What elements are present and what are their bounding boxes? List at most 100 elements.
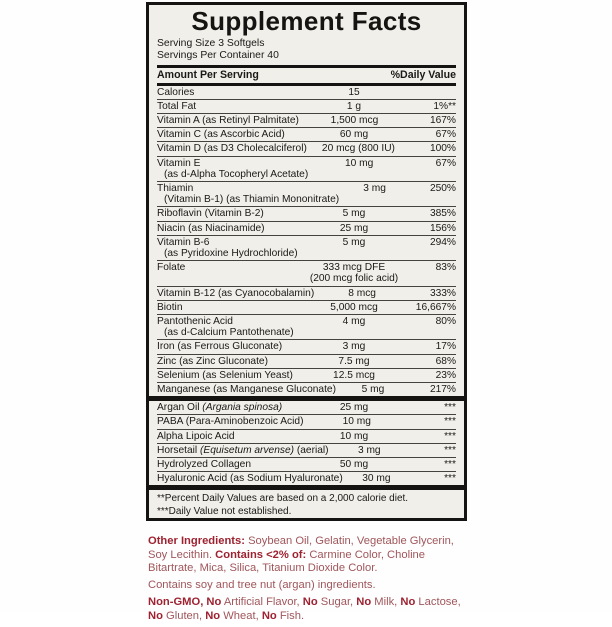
fact-name-text: Selenium (as Selenium Yeast) bbox=[157, 370, 293, 381]
fact-name-part: Vitamin A (as Retinyl Palmitate) bbox=[157, 115, 299, 126]
fact-name-line2: (as Pyridoxine Hydrochloride) bbox=[164, 248, 298, 260]
thick-divider-bar bbox=[149, 396, 464, 402]
fact-amount-text: 12.5 mcg bbox=[333, 369, 375, 381]
fact-daily-value: 67% bbox=[435, 157, 456, 169]
fact-amount: 10 mg bbox=[308, 158, 410, 169]
fact-name-part: Manganese (as Manganese Gluconate) bbox=[157, 384, 336, 396]
fact-name: Vitamin A (as Retinyl Palmitate) bbox=[157, 115, 299, 126]
fact-name-part: Folate bbox=[157, 262, 186, 274]
fact-name-text: Alpha Lipoic Acid bbox=[157, 431, 235, 442]
fact-name: Riboflavin (Vitamin B-2) bbox=[157, 208, 298, 219]
fact-name: Thiamin (Vitamin B-1) (as Thiamin Mononit… bbox=[157, 183, 339, 205]
fact-amount-text: 50 mg bbox=[339, 459, 369, 471]
ingredients-text: Sugar, bbox=[317, 596, 357, 609]
fact-row: Pantothenic Acid (as d-Calcium Pantothena… bbox=[157, 315, 456, 341]
fact-daily-value: 1%** bbox=[433, 100, 456, 112]
fact-amount: 50 mg bbox=[298, 459, 410, 470]
fact-amount-text: 1 g bbox=[346, 100, 362, 112]
fact-name-part: Vitamin E bbox=[157, 157, 201, 169]
fact-name: Vitamin B-12 (as Cyanocobalamin) bbox=[157, 288, 314, 299]
fact-row: Vitamin B-6 (as Pyridoxine Hydrochloride)… bbox=[157, 236, 456, 262]
fact-daily-value: 333% bbox=[429, 287, 456, 299]
fact-amount: 12.5 mcg bbox=[298, 370, 410, 381]
fact-row: Vitamin A (as Retinyl Palmitate) 1,500 mc… bbox=[157, 114, 456, 129]
serving-info: Serving Size 3 Softgels Servings Per Con… bbox=[157, 38, 456, 62]
fact-daily-value: 16,667% bbox=[415, 301, 456, 313]
fact-row: Vitamin C (as Ascorbic Acid) 60 mg 67% bbox=[157, 128, 456, 143]
ingredients-bold-text: Contains <2% of: bbox=[215, 548, 307, 561]
fact-row: PABA (Para-Aminobenzoic Acid) 10 mg *** bbox=[157, 415, 456, 430]
fact-name-text: Vitamin B-6 bbox=[157, 237, 209, 248]
fact-daily-value: 250% bbox=[429, 183, 456, 195]
fact-name-italic: (Argania spinosa) bbox=[202, 402, 283, 414]
fact-row: Vitamin B-12 (as Cyanocobalamin) 8 mcg 333… bbox=[157, 287, 456, 301]
ingredients-bold-text: Non-GMO, No bbox=[148, 596, 222, 609]
fact-row: Vitamin D (as D3 Cholecalciferol) 20 mcg … bbox=[157, 142, 456, 157]
fact-amount: 25 mg bbox=[298, 223, 410, 234]
fact-name-part: Biotin bbox=[157, 301, 183, 313]
footnotes: **Percent Daily Values are based on a 2,… bbox=[157, 490, 456, 517]
fact-name: Vitamin C (as Ascorbic Acid) bbox=[157, 129, 298, 140]
fact-name: Zinc (as Zinc Gluconate) bbox=[157, 356, 298, 367]
panel-title: Supplement Facts bbox=[191, 6, 422, 36]
fact-name-text: Vitamin E bbox=[157, 158, 200, 169]
ingredients-text: Carmine Color, Choline Bitartrate, Mica,… bbox=[148, 548, 425, 575]
fact-row: Hydrolyzed Collagen 50 mg *** bbox=[157, 458, 456, 473]
header-daily-value: %Daily Value bbox=[390, 68, 456, 81]
fact-amount: 20 mcg (800 IU) bbox=[307, 143, 410, 154]
fact-name-part: Thiamin bbox=[157, 183, 194, 195]
fact-row: Iron (as Ferrous Gluconate) 3 mg 17% bbox=[157, 340, 456, 355]
fact-name: Pantothenic Acid (as d-Calcium Pantothena… bbox=[157, 316, 298, 338]
ingredients-paragraph: Non-GMO, No Artificial Flavor, No Sugar,… bbox=[148, 596, 468, 623]
fact-amount: 60 mg bbox=[298, 129, 410, 140]
fact-name: Calories bbox=[157, 87, 298, 98]
fact-name-text: Vitamin B-12 (as Cyanocobalamin) bbox=[157, 288, 314, 299]
fact-name-part: Pantothenic Acid bbox=[157, 316, 233, 328]
fact-name-part: Selenium (as Selenium Yeast) bbox=[157, 369, 293, 381]
fact-amount-line2: (200 mcg folic acid) bbox=[309, 273, 399, 285]
fact-name-text: Zinc (as Zinc Gluconate) bbox=[157, 356, 268, 367]
fact-name-part: Hyaluronic Acid (as Sodium Hyaluronate) bbox=[157, 473, 343, 485]
fact-name: Hydrolyzed Collagen bbox=[157, 459, 298, 470]
thick-divider-bar bbox=[149, 485, 464, 491]
fact-name-text: Total Fat bbox=[157, 101, 196, 112]
fact-name-part: Zinc (as Zinc Gluconate) bbox=[157, 355, 268, 367]
fact-name: Vitamin E (as d-Alpha Tocopheryl Acetate) bbox=[157, 158, 308, 180]
fact-amount-text: 10 mg bbox=[344, 157, 374, 169]
fact-row: Hyaluronic Acid (as Sodium Hyaluronate) 3… bbox=[157, 472, 456, 485]
fact-amount: 8 mcg bbox=[314, 288, 410, 299]
fact-amount-text: 3 mg bbox=[357, 444, 381, 456]
fact-amount: 333 mcg DFE (200 mcg folic acid) bbox=[298, 262, 410, 284]
fact-name-text: Hydrolyzed Collagen bbox=[157, 459, 251, 470]
ingredients-text: Milk, bbox=[371, 596, 401, 609]
fact-amount: 3 mg bbox=[329, 445, 410, 456]
fact-name-text: Manganese (as Manganese Gluconate) bbox=[157, 384, 336, 395]
fact-name-part: Hydrolyzed Collagen bbox=[157, 459, 252, 471]
ingredients-paragraph: Contains soy and tree nut (argan) ingred… bbox=[148, 579, 468, 593]
fact-row: Horsetail (Equisetum arvense) (aerial) 3 … bbox=[157, 444, 456, 459]
fact-daily-value: 83% bbox=[435, 262, 456, 274]
fact-daily-value: *** bbox=[444, 430, 456, 442]
ingredients-text: Lactose, bbox=[415, 596, 461, 609]
fact-name-part: Riboflavin (Vitamin B-2) bbox=[157, 208, 264, 220]
ingredients-bold-text: No bbox=[400, 596, 416, 609]
fact-name-text: Folate bbox=[157, 262, 185, 273]
fact-amount-text: 60 mg bbox=[339, 129, 369, 141]
fact-name: Folate bbox=[157, 262, 298, 273]
fact-name: PABA (Para-Aminobenzoic Acid) bbox=[157, 416, 303, 427]
fact-name-part: PABA (Para-Aminobenzoic Acid) bbox=[157, 416, 304, 428]
fact-name: Vitamin D (as D3 Cholecalciferol) bbox=[157, 143, 307, 154]
fact-row: Thiamin (Vitamin B-1) (as Thiamin Mononit… bbox=[157, 182, 456, 208]
fact-amount: 5 mg bbox=[298, 237, 410, 248]
ingredients-bold-text: No bbox=[356, 596, 372, 609]
fact-row: Riboflavin (Vitamin B-2) 5 mg 385% bbox=[157, 207, 456, 222]
fact-amount-text: 25 mg bbox=[339, 222, 369, 234]
fact-amount: 4 mg bbox=[298, 316, 410, 327]
fact-amount: 5,000 mcg bbox=[298, 302, 410, 313]
serving-size: Serving Size 3 Softgels bbox=[157, 38, 265, 49]
fact-amount: 10 mg bbox=[303, 416, 410, 427]
fact-name-text: Vitamin C (as Ascorbic Acid) bbox=[157, 129, 285, 140]
fact-amount-text: 333 mcg DFE bbox=[322, 262, 386, 274]
fact-name-text: Pantothenic Acid bbox=[157, 316, 233, 327]
fact-amount: 5 mg bbox=[298, 208, 410, 219]
